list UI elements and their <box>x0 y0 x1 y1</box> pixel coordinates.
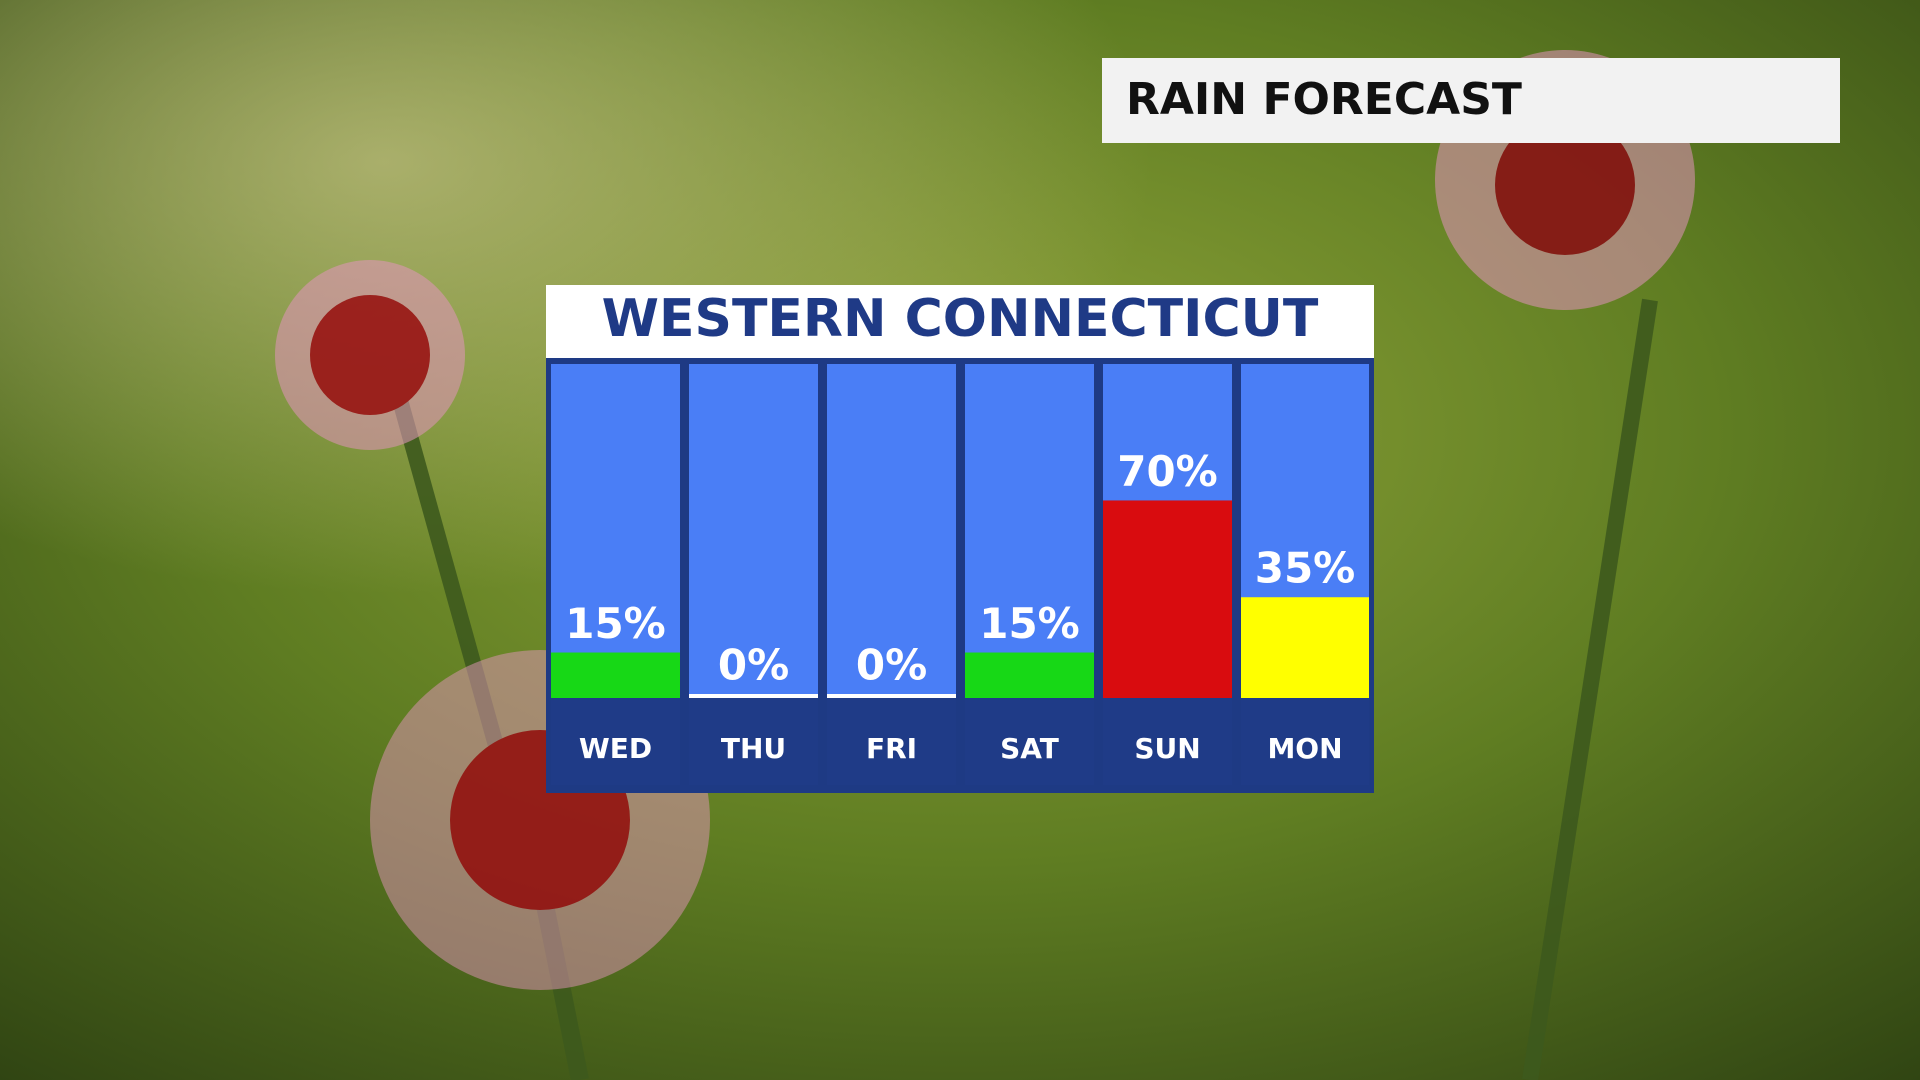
day-box <box>965 698 1094 785</box>
column-background <box>551 364 680 698</box>
x-tick-label: MON <box>1267 732 1342 765</box>
chart-subtitle: WESTERN CONNECTICUT <box>602 289 1319 349</box>
column-background <box>827 364 956 698</box>
title-box <box>1102 58 1840 143</box>
bar <box>551 652 680 698</box>
chart-title: RAIN FORECAST <box>1126 74 1522 125</box>
bar <box>965 652 1094 698</box>
x-tick-label: THU <box>721 732 786 765</box>
day-box <box>551 698 680 785</box>
value-label: 15% <box>979 599 1080 648</box>
value-label: 15% <box>565 599 666 648</box>
value-label: 35% <box>1255 544 1356 593</box>
x-tick-label: SAT <box>1000 732 1059 765</box>
chart-panel <box>546 285 1374 793</box>
x-tick-label: WED <box>579 732 652 765</box>
bar <box>1241 597 1369 698</box>
value-label: 70% <box>1117 447 1218 496</box>
day-box <box>1103 698 1232 785</box>
x-tick-label: SUN <box>1134 732 1200 765</box>
value-label: 0% <box>856 641 927 690</box>
day-box <box>689 698 818 785</box>
value-label: 0% <box>718 641 789 690</box>
bar <box>1103 500 1232 698</box>
column-background <box>965 364 1094 698</box>
bar <box>827 694 956 698</box>
column-background <box>689 364 818 698</box>
day-box <box>1241 698 1369 785</box>
day-box <box>827 698 956 785</box>
x-tick-label: FRI <box>866 732 917 765</box>
subtitle-box <box>546 285 1374 358</box>
bar <box>689 694 818 698</box>
